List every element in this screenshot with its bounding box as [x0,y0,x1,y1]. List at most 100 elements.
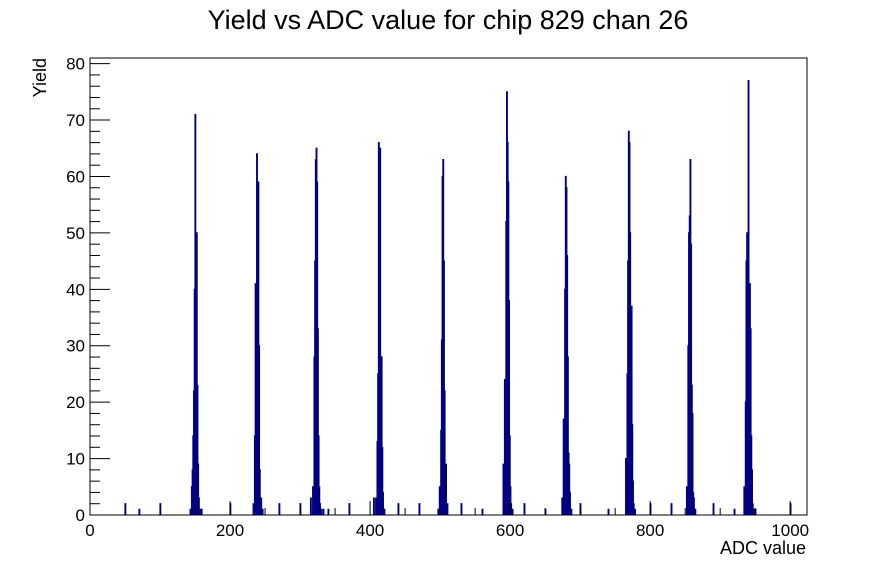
histogram-bar [510,503,513,515]
y-tick-label: 0 [76,506,85,525]
histogram-bar [443,260,445,515]
histogram-bar [751,469,753,515]
histogram-bar [751,503,754,515]
histogram-bar [379,147,382,515]
histogram-bar [437,508,440,515]
histogram-bar [634,508,637,515]
histogram-bar [327,508,330,515]
histogram-bar [258,469,261,515]
histogram-bar [562,418,565,515]
histogram-bar [196,384,199,515]
histogram-bar [317,435,320,515]
histogram-bar [372,497,375,515]
x-tick-label: 1000 [771,521,809,540]
histogram-bar [632,503,635,515]
histogram-bar [511,508,514,515]
histogram-bar [278,503,281,515]
histogram-bar [397,503,400,515]
histogram-bar [195,232,198,515]
x-tick-label: 600 [496,521,524,540]
histogram-bar [381,446,384,515]
histogram-bar [481,508,484,515]
chart-title: Yield vs ADC value for chip 829 chan 26 [208,5,689,35]
histogram-bar [446,503,449,515]
histogram-bar [749,328,752,515]
histogram-bar [630,305,633,515]
x-tick-label: 200 [216,521,244,540]
histogram-bar [508,435,511,515]
y-tick-label: 30 [66,337,85,356]
histogram-bar [318,486,321,515]
histogram-bar [691,412,694,515]
histogram-bar [685,486,688,515]
histogram-bar [189,508,192,515]
histogram-bar [503,378,506,515]
histogram-bar [508,300,511,515]
y-axis: 0 10 20 30 40 50 60 70 80 [66,55,110,525]
x-tick-label: 800 [636,521,664,540]
histogram-bar [375,497,377,515]
histogram-bar [260,497,263,515]
y-tick-label: 70 [66,111,85,130]
histogram-bar [569,491,571,515]
histogram-bar [747,79,750,515]
y-tick-label: 20 [66,393,85,412]
y-tick-label: 60 [66,167,85,186]
histogram-bar [607,508,610,515]
histogram-bar [261,508,264,515]
histogram-bar [138,508,141,515]
histogram-bar [316,328,319,515]
histogram-bar [256,153,258,515]
histogram-bar [712,503,715,515]
histogram-bar [631,424,634,515]
x-axis-label: ADC value [720,538,806,558]
histogram-bar [200,508,203,515]
histogram-bar [443,390,446,515]
histogram-bar [199,508,202,515]
histogram-bar [743,486,746,515]
histogram-bar [568,463,571,515]
histogram-bar [197,497,200,515]
histogram-bar [252,503,255,515]
x-tick-label: 0 [85,521,94,540]
histogram-bars [124,79,792,515]
histogram-bar [418,503,421,515]
histogram-bar [523,503,526,515]
histogram-bar [561,497,564,515]
histogram-bar [566,356,569,515]
histogram-bar [570,508,573,515]
x-axis: 0 200 400 600 800 1000 [85,501,809,540]
histogram-bar [502,463,505,515]
histogram-bar [690,243,693,515]
histogram-bar [322,508,325,515]
histogram-bar [319,503,321,515]
y-axis-label: Yield [30,58,50,97]
y-tick-label: 50 [66,224,85,243]
y-tick-label: 40 [66,280,85,299]
histogram-bar [632,480,634,515]
histogram-bar [309,497,312,515]
histogram-bar [312,486,314,515]
histogram-bar [438,486,441,515]
histogram-bar [258,345,261,515]
histogram-bar [382,491,384,515]
plot-frame [89,57,808,516]
histogram-bar [694,508,697,515]
histogram-bar [733,508,736,515]
histogram-bar [320,508,323,515]
histogram-bar [460,503,463,515]
histogram-bar [509,486,512,515]
histogram-bar [670,503,673,515]
histogram-bar [380,356,383,515]
histogram-bar [197,463,200,515]
histogram-bar [383,508,386,515]
histogram-bar [445,463,447,515]
histogram-bar [348,503,351,515]
histogram-bar [753,508,756,515]
histogram-bar [625,457,627,515]
x-tick-label: 400 [356,521,384,540]
y-tick-label: 10 [66,450,85,469]
y-tick-label: 80 [66,55,85,74]
histogram-bar [692,497,695,515]
